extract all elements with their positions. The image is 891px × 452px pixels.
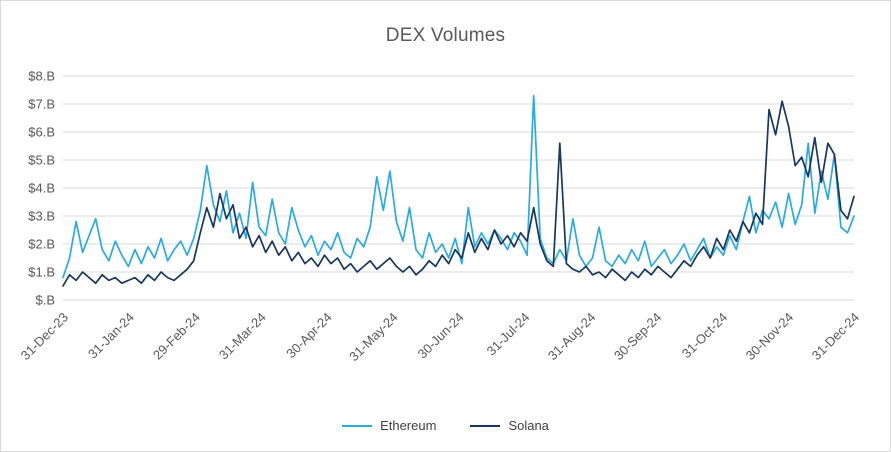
chart-title: DEX Volumes: [385, 25, 506, 46]
x-axis-tick-label: 30-Apr-24: [283, 310, 334, 361]
y-axis-tick-label: $6.B: [28, 125, 55, 140]
x-axis-tick-label: 31-Oct-24: [679, 310, 730, 361]
y-axis-tick-label: $.B: [35, 293, 55, 308]
x-axis-tick-label: 31-Dec-23: [18, 310, 72, 364]
x-axis-tick-label: 31-Jan-24: [85, 310, 137, 362]
y-axis-tick-label: $2.B: [28, 237, 55, 252]
y-axis-tick-label: $7.B: [28, 97, 55, 112]
x-axis-tick-label: 31-Aug-24: [545, 310, 599, 364]
legend-item-ethereum: Ethereum: [342, 418, 436, 433]
y-axis-tick-label: $1.B: [28, 265, 55, 280]
legend-item-solana: Solana: [470, 418, 549, 433]
chart-legend: Ethereum Solana: [1, 418, 890, 433]
x-axis-tick-label: 30-Jun-24: [415, 310, 467, 362]
x-axis-tick-label: 31-Dec-24: [809, 310, 863, 364]
x-axis-tick-label: 31-Mar-24: [216, 310, 269, 363]
y-axis-tick-label: $5.B: [28, 153, 55, 168]
x-axis-tick-label: 31-Jul-24: [484, 310, 533, 359]
x-axis-tick-label: 29-Feb-24: [150, 310, 203, 363]
legend-label-ethereum: Ethereum: [380, 418, 437, 433]
series-line-solana: [62, 100, 855, 287]
legend-label-solana: Solana: [508, 418, 549, 433]
solana-line-swatch: [470, 424, 501, 427]
y-axis-tick-label: $3.B: [28, 209, 55, 224]
y-axis-tick-label: $4.B: [28, 181, 55, 196]
x-axis-tick-label: 30-Sep-24: [611, 310, 665, 364]
y-axis-tick-label: $8.B: [28, 69, 55, 84]
series-line-ethereum: [62, 94, 855, 279]
x-axis-tick-label: 31-May-24: [346, 310, 401, 365]
x-axis-tick-label: 30-Nov-24: [743, 310, 797, 364]
ethereum-line-swatch: [342, 424, 373, 427]
